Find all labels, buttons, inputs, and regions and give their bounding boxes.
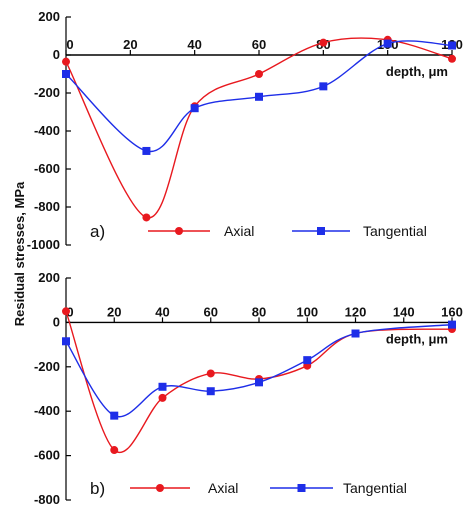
panel1-x-axis-label: depth, μm [386,64,448,79]
panel1-y-tick-label: -200 [34,85,60,100]
panel2-y-tick-label: 0 [53,314,60,329]
panel1-tangential-point [255,92,263,101]
panel2-x-tick-label: 100 [296,304,318,319]
panel2-x-axis-label: depth, μm [386,331,448,346]
panel1-legend-axial-label: Axial [224,223,254,239]
panel2-tangential-point [448,320,456,329]
panel1-x-tick-label: 0 [66,37,73,52]
panel1-x-tick-label: 60 [252,37,266,52]
panel1-y-tick-label: -400 [34,123,60,138]
panel2-x-tick-label: 60 [204,304,218,319]
panel2-y-tick-label: 200 [38,270,60,285]
panel2-tangential-point [255,378,263,387]
panel2-legend-tangential-marker [297,484,306,492]
panel1-axial-point [448,54,456,63]
panel1-y-tick-label: -800 [34,199,60,214]
panel1-y-tick-label: 200 [38,9,60,24]
panel2-y-tick-label: -800 [34,492,60,507]
panel1-axial-point [62,57,70,66]
panel2-y-tick-label: -600 [34,448,60,463]
panel2-x-tick-label: 160 [441,304,463,319]
panel2-x-tick-label: 20 [107,304,121,319]
panel1-tangential-point [190,104,199,113]
panel1-tangential-point [383,39,392,48]
panel1-y-tick-label: 0 [53,47,60,62]
panel2-axial-point [110,446,119,455]
panel1-tangential-point [319,82,328,91]
panel1-panel-label: a) [90,222,105,241]
panel1-axial-point [142,213,151,222]
panel1-x-tick-label: 40 [187,37,201,52]
panel2-legend-tangential-label: Tangential [343,480,407,496]
panel2-panel-label: b) [90,479,105,498]
panel2-tangential-point [62,337,70,346]
panel2-x-tick-label: 40 [155,304,169,319]
panel1-legend-axial-marker [175,227,183,235]
panel1-legend-tangential-label: Tangential [363,223,427,239]
panel2-y-tick-label: -400 [34,403,60,418]
panel1-y-tick-label: -600 [34,161,60,176]
panel1-axial-point [255,70,263,78]
panel2-axial-point [206,369,215,378]
panel2-tangential-point [110,411,119,420]
panel2-legend-axial-marker [156,484,164,492]
panel2-legend-axial-label: Axial [208,480,238,496]
panel2-axial-point [62,307,70,316]
panel1-tangential-point [142,146,151,155]
panel1-y-tick-label: -1000 [27,237,60,252]
panel2-x-tick-label: 140 [393,304,415,319]
panel2-tangential-point [351,329,360,338]
y-axis-title: Residual stresses, MPa [12,181,27,326]
panel1-tangential-point [448,41,456,50]
panel1-legend-tangential-marker [317,227,325,235]
panel2-x-tick-label: 0 [66,304,73,319]
panel1-tangential-point [62,70,70,78]
panel2-y-tick-label: -200 [34,359,60,374]
panel2-tangential-point [206,387,215,396]
panel1-x-tick-label: 20 [123,37,137,52]
panel1-axial-point [319,38,328,47]
panel2-x-tick-label: 80 [252,304,266,319]
panel2-tangential-point [303,356,312,365]
panel2-tangential-point [158,382,167,391]
panel2-x-tick-label: 120 [345,304,367,319]
panel2-axial-point [158,393,167,402]
